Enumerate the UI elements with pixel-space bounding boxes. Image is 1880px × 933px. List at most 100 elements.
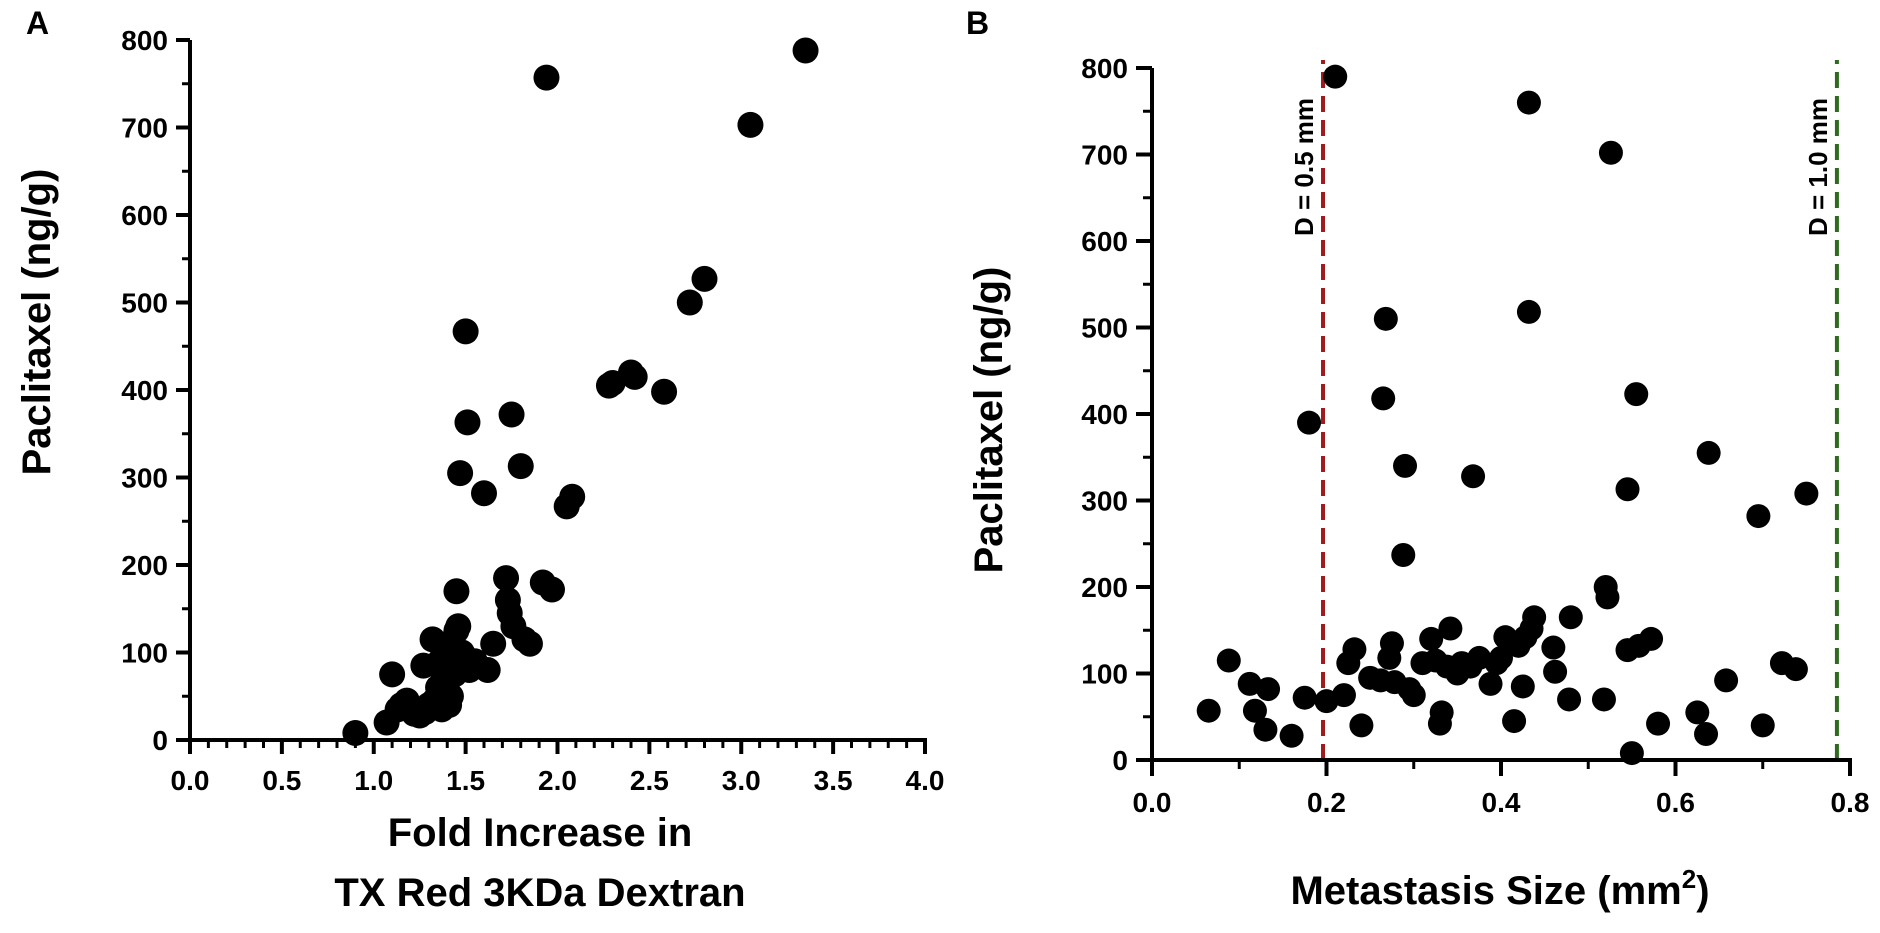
panel-b-x-tick-label: 0.4	[1482, 787, 1521, 818]
panel-a-data-point	[447, 460, 474, 487]
panel-a-x-tick-label: 1.5	[446, 765, 485, 796]
panel-a-data-point	[437, 683, 464, 710]
panel-b-data-point	[1342, 637, 1367, 662]
panel-b-data-point	[1783, 657, 1808, 682]
panel-a-y-tick-label: 300	[121, 463, 168, 494]
panel-b-data-point	[1401, 683, 1426, 708]
panel-b-data-point	[1391, 542, 1416, 567]
panel-b-data-point	[1522, 605, 1547, 630]
panel-b-y-tick-label: 500	[1081, 313, 1128, 344]
panel-b-data-point	[1639, 626, 1664, 651]
panel-a-data-point	[498, 401, 525, 428]
panel-b-data-point	[1253, 717, 1278, 742]
panel-b-y-tick-label: 700	[1081, 140, 1128, 171]
panel-a-xlabel-line1: Fold Increase in	[388, 811, 693, 855]
panel-b-y-tick-label: 800	[1081, 53, 1128, 84]
panel-b-data-point	[1279, 723, 1304, 748]
panel-b-data-point	[1331, 683, 1356, 708]
panel-b-data-point	[1323, 64, 1348, 89]
panel-b-data-point	[1685, 700, 1710, 725]
panel-a-x-tick-label: 2.0	[538, 765, 577, 796]
panel-a-data-point	[480, 630, 507, 657]
panel-a-y-tick-label: 400	[121, 375, 168, 406]
panel-b-xlabel: Metastasis Size (mm2)	[1290, 864, 1709, 913]
panel-a-data-point	[516, 630, 543, 657]
panel-b-data-point	[1297, 410, 1322, 435]
panel-a-data-point	[621, 363, 648, 390]
panel-b-data-point	[1256, 677, 1281, 702]
panel-b-ylabel: Paclitaxel (ng/g)	[967, 267, 1011, 574]
panel-b-data-point	[1595, 585, 1620, 610]
panel-b-data-point	[1746, 504, 1771, 529]
panel-a-data-point	[676, 289, 703, 316]
panel-a-data-point	[651, 378, 678, 405]
panel-a-data-point	[538, 576, 565, 603]
panel-a-data-point	[533, 64, 560, 91]
panel-a-y-tick-label: 0	[152, 725, 168, 756]
panel-b-data-point	[1478, 671, 1503, 696]
panel-a-data-point	[737, 111, 764, 138]
panel-b-data-point	[1714, 668, 1739, 693]
panel-b-x-tick-label: 0.2	[1307, 787, 1346, 818]
panel-a-y-tick-label: 600	[121, 200, 168, 231]
panel-a-data-point	[454, 409, 481, 436]
panel-b-y-tick-label: 400	[1081, 399, 1128, 430]
panel-a-x-tick-label: 1.0	[354, 765, 393, 796]
panel-b-data-point	[1373, 306, 1398, 331]
panel-b-data-point	[1557, 687, 1582, 712]
panel-b-data-point	[1624, 382, 1649, 407]
panel-b-data-point	[1516, 90, 1541, 115]
panel-b-data-point	[1558, 605, 1583, 630]
panel-b-data-point	[1379, 631, 1404, 656]
panel-a-x-tick-label: 2.5	[630, 765, 669, 796]
panel-b-data-point	[1216, 648, 1241, 673]
panel-b-data-point	[1349, 713, 1374, 738]
panel-b-data-point	[1794, 481, 1819, 506]
panel-b-xlabel-main: Metastasis Size (mm	[1290, 869, 1681, 913]
panel-b-data-point	[1750, 713, 1775, 738]
panel-b-y-tick-label: 0	[1112, 745, 1128, 776]
panel-b-data-point	[1438, 616, 1463, 641]
panel-b-data-point	[1196, 698, 1221, 723]
panel-b-x-tick-label: 0.8	[1831, 787, 1870, 818]
panel-b-data-point	[1461, 464, 1486, 489]
panel-a: A 0 100 200 300 400 500 600 700 800 0.0 0.5 1.0 1.5 2…	[15, 5, 944, 915]
panel-a-x-tick-label: 3.0	[722, 765, 761, 796]
panel-b-data-point	[1516, 299, 1541, 324]
panel-b-data-point	[1242, 698, 1267, 723]
panel-b-data-point	[1393, 453, 1418, 478]
panel-a-x-tick-label: 4.0	[906, 765, 945, 796]
panel-a-data-point	[379, 661, 406, 688]
panel-a-x-tick-label: 0.5	[262, 765, 301, 796]
panel-b-data-point	[1371, 386, 1396, 411]
panel-a-data-point	[559, 483, 586, 510]
panel-b-reference-line-label: D = 1.0 mm	[1803, 98, 1833, 236]
panel-b-data-point	[1489, 645, 1513, 670]
panel-b-reference-line-label: D = 0.5 mm	[1289, 98, 1319, 236]
panel-b-x-tick-label: 0.0	[1133, 787, 1172, 818]
panel-b-y-tick-label: 100	[1081, 659, 1128, 690]
panel-b: B D = 0.5 mm D = 1.0 mm 0 100 200 300 400 500 6…	[966, 5, 1869, 913]
panel-b-data-point	[1510, 674, 1535, 699]
panel-a-data-point	[445, 613, 472, 640]
panel-b-xlabel-suffix: )	[1696, 869, 1709, 913]
panel-a-data-point	[443, 578, 470, 605]
panel-a-y-tick-label: 500	[121, 288, 168, 319]
panel-b-label: B	[966, 5, 989, 41]
panel-a-data-point	[452, 318, 479, 345]
panel-a-data-point	[691, 265, 718, 292]
panel-b-data-point	[1502, 709, 1527, 734]
panel-b-x-tick-label: 0.6	[1656, 787, 1695, 818]
panel-a-data-point	[493, 565, 520, 592]
panel-a-data-point	[474, 657, 501, 683]
panel-b-data-point	[1419, 626, 1444, 651]
panel-b-y-tick-label: 600	[1081, 226, 1128, 257]
panel-b-y-tick-label: 200	[1081, 572, 1128, 603]
panel-a-x-tick-label: 3.5	[814, 765, 853, 796]
panel-b-data-point	[1615, 477, 1640, 502]
panel-b-data-point	[1598, 140, 1623, 165]
panel-b-xlabel-superscript: 2	[1682, 864, 1696, 894]
panel-b-data-point	[1237, 671, 1262, 696]
panel-b-y-tick-label: 300	[1081, 486, 1128, 517]
